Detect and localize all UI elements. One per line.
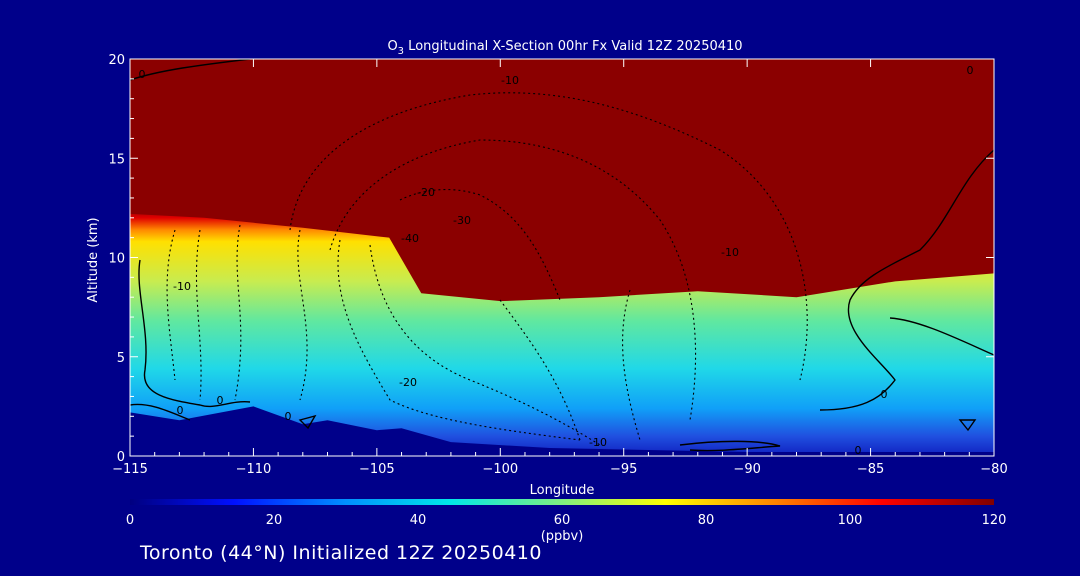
- y-tick-label: 0: [117, 450, 125, 465]
- contour-label: -20: [399, 376, 417, 389]
- y-tick-label: 15: [108, 152, 125, 167]
- contour-line: [337, 239, 581, 441]
- contour-lines: [166, 92, 808, 446]
- contour-line: [130, 403, 191, 421]
- contour-line: [297, 229, 308, 401]
- colorbar-tick-label: 120: [982, 513, 1007, 528]
- x-tick-label: −115: [112, 462, 148, 477]
- colorbar-tick-label: 40: [410, 513, 427, 528]
- contour-label: -10: [721, 246, 739, 259]
- x-tick-label: −110: [236, 462, 272, 477]
- x-tick-label: −85: [857, 462, 884, 477]
- chart-title: O3 Longitudinal X-Section 00hr Fx Valid …: [387, 39, 742, 57]
- terrain: [130, 406, 994, 456]
- contour-line: [499, 299, 581, 441]
- contour-line: [889, 317, 994, 356]
- contour-label: 0: [855, 444, 862, 457]
- contour-label: -20: [417, 186, 435, 199]
- contour-line: [399, 189, 561, 301]
- y-tick-label: 5: [117, 351, 125, 366]
- contour-line: [130, 59, 251, 81]
- contour-line: [369, 244, 601, 446]
- colorbar-units: (ppbv): [541, 529, 584, 544]
- y-tick-label: 10: [108, 252, 125, 267]
- contour-label: 0: [217, 394, 224, 407]
- contour-line: [298, 414, 317, 430]
- contour-label: -10: [589, 436, 607, 449]
- contour-label: 0: [139, 68, 146, 81]
- y-axis: 0 5 10 15 20: [108, 53, 994, 465]
- contour-label: -10: [501, 74, 519, 87]
- contour-labels: 0 0 0 0 0 0 0 -10 -10 -10 -10 -20 -20 -30 -40: [139, 64, 974, 457]
- contour-line: [622, 289, 641, 441]
- contour-label: -10: [173, 280, 191, 293]
- contour-line: [195, 229, 202, 401]
- contour-label: 0: [967, 64, 974, 77]
- colorbar: 0 20 40 60 80 100 120 (ppbv): [126, 499, 1007, 544]
- colorbar-tick-label: 80: [698, 513, 715, 528]
- ozone-gradient-region: [130, 213, 994, 456]
- x-tick-label: −90: [733, 462, 760, 477]
- x-tick-label: −95: [610, 462, 637, 477]
- x-tick-label: −105: [359, 462, 395, 477]
- contour-line: [819, 149, 994, 411]
- footer-caption: Toronto (44°N) Initialized 12Z 20250410: [140, 542, 542, 564]
- x-tick-label: −80: [980, 462, 1007, 477]
- x-axis-label: Longitude: [530, 483, 595, 498]
- contour-line: [138, 259, 251, 408]
- contour-line: [679, 440, 781, 452]
- plot-area: 0 0 0 0 0 0 0 -10 -10 -10 -10 -20 -20 -30 -40: [130, 59, 994, 457]
- y-axis-label: Altitude (km): [86, 217, 101, 302]
- contour-label: -40: [401, 232, 419, 245]
- colorbar-strip: [130, 499, 994, 505]
- colorbar-ticks: 0 20 40 60 80 100 120: [126, 513, 1007, 528]
- y-tick-label: 20: [108, 53, 125, 68]
- colorbar-tick-label: 100: [838, 513, 863, 528]
- contour-label: -30: [453, 214, 471, 227]
- x-tick-label: −100: [482, 462, 518, 477]
- x-axis: −115 −110 −105 −100 −95 −90 −85 −80: [112, 59, 1008, 477]
- zero-contour-lines: [130, 59, 994, 452]
- contour-label: 0: [285, 410, 292, 423]
- contour-line: [289, 92, 808, 381]
- colorbar-tick-label: 20: [266, 513, 283, 528]
- contour-line: [958, 419, 977, 432]
- colorbar-tick-label: 0: [126, 513, 134, 528]
- colorbar-tick-label: 60: [554, 513, 571, 528]
- contour-line: [166, 229, 176, 381]
- contour-label: 0: [881, 388, 888, 401]
- contour-line: [329, 139, 697, 421]
- contour-label: 0: [177, 404, 184, 417]
